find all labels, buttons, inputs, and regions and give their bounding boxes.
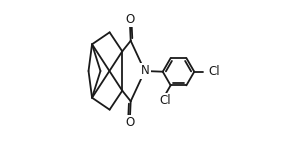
Text: Cl: Cl bbox=[160, 94, 171, 107]
Text: N: N bbox=[141, 64, 149, 78]
Text: O: O bbox=[125, 116, 134, 129]
Text: O: O bbox=[125, 13, 134, 26]
Text: Cl: Cl bbox=[209, 64, 221, 78]
